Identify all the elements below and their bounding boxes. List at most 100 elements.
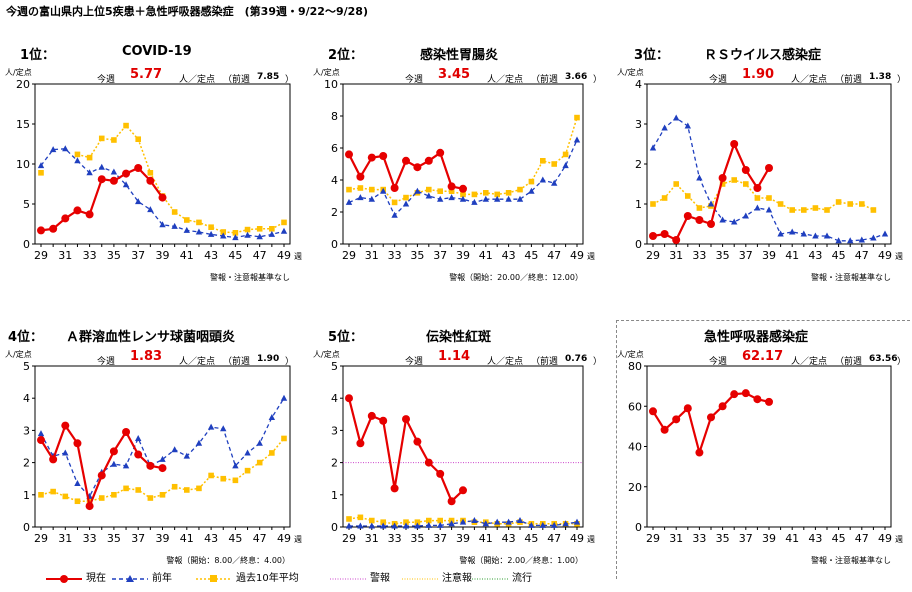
point-current — [356, 172, 365, 181]
x-tick-label: 35 — [410, 532, 424, 545]
x-tick-label: 29 — [646, 249, 660, 262]
point-current — [436, 469, 445, 478]
point-current — [73, 439, 82, 448]
dashed-border — [616, 320, 910, 579]
point-prev-year — [494, 195, 501, 202]
point-prev-year — [135, 434, 142, 441]
chart-panel-5: 5位： 伝染性紅斑 人/定点 今週 1.14 人／定点 （前週 0.76 ） 警報（開始：2.00… — [308, 322, 608, 567]
x-tick-label: 39 — [456, 249, 470, 262]
per-unit-label: 人／定点 — [791, 75, 828, 85]
point-avg10 — [673, 181, 679, 187]
paren-close: ） — [897, 75, 907, 85]
y-tick-label: 4 — [635, 78, 642, 91]
y-unit-label: 人/定点 — [313, 68, 340, 77]
point-avg10 — [147, 495, 154, 501]
point-avg10 — [38, 492, 44, 498]
point-prev-year — [171, 446, 178, 453]
point-current — [730, 140, 739, 148]
series-line-current — [652, 392, 770, 457]
point-prev-year — [742, 212, 749, 219]
chart-6: 0 20 40 60 80 29 31 33 35 37 39 41 43 45 47 49 週 — [628, 360, 903, 545]
point-prev-year — [195, 228, 203, 235]
point-prev-year — [183, 452, 190, 459]
x-tick-label: 31 — [365, 532, 379, 545]
point-prev-year — [482, 520, 489, 527]
point-current — [413, 437, 422, 446]
point-current — [390, 184, 399, 192]
y-tick-label: 3 — [635, 118, 642, 131]
per-unit-label: 人／定点 — [791, 357, 828, 367]
point-prev-year — [207, 230, 215, 237]
prev-week-label: （前週 — [835, 357, 863, 367]
point-prev-year — [471, 517, 478, 524]
this-week-label: 今週 — [97, 75, 116, 85]
point-avg10 — [551, 161, 557, 167]
point-avg10 — [123, 122, 129, 129]
legend-epidemic-label: 流行 — [512, 573, 532, 584]
x-tick-label: 45 — [228, 532, 242, 545]
point-current — [695, 216, 704, 224]
point-avg10 — [448, 188, 455, 194]
point-avg10 — [346, 516, 352, 522]
point-avg10 — [86, 154, 93, 161]
legend-warning-label: 警報 — [370, 573, 390, 584]
current-value: 5.77 — [130, 67, 163, 82]
x-tick-label: 43 — [502, 249, 516, 262]
point-current — [660, 425, 669, 434]
x-axis-week-suffix: 週 — [895, 252, 903, 261]
point-current — [741, 166, 750, 174]
point-avg10 — [414, 519, 421, 525]
y-tick-label: 3 — [23, 424, 30, 437]
point-prev-year — [858, 236, 865, 243]
disease-name: Ａ群溶血性レンサ球菌咽頭炎 — [66, 330, 236, 345]
x-tick-label: 31 — [58, 532, 72, 545]
y-unit-label: 人/定点 — [5, 68, 32, 77]
paren-close: ） — [285, 357, 295, 367]
point-avg10 — [528, 178, 535, 185]
point-avg10 — [562, 151, 569, 158]
point-current — [345, 150, 353, 159]
point-avg10 — [847, 201, 853, 207]
x-tick-label: 39 — [456, 532, 470, 545]
current-value: 1.90 — [742, 67, 775, 82]
point-current — [402, 156, 410, 165]
point-avg10 — [357, 514, 364, 521]
point-current — [649, 232, 657, 240]
x-axis-week-suffix: 週 — [895, 535, 903, 544]
point-current — [447, 182, 456, 191]
point-avg10 — [403, 194, 409, 201]
prev-week-value: 7.85 — [257, 72, 280, 82]
point-avg10 — [171, 209, 178, 215]
point-avg10 — [159, 492, 166, 498]
x-tick-label: 41 — [180, 249, 194, 262]
disease-name: 伝染性紅斑 — [426, 330, 492, 345]
point-prev-year — [220, 232, 227, 239]
point-current — [459, 486, 467, 495]
x-tick-label: 33 — [692, 532, 706, 545]
x-tick-label: 29 — [342, 532, 356, 545]
point-prev-year — [539, 176, 546, 183]
point-avg10 — [437, 517, 443, 524]
point-prev-year — [244, 449, 251, 456]
y-tick-label: 2 — [331, 457, 338, 470]
point-avg10 — [244, 226, 251, 233]
x-tick-label: 45 — [832, 249, 846, 262]
disease-name: COVID-19 — [122, 44, 192, 59]
point-avg10 — [184, 487, 190, 493]
point-prev-year — [870, 234, 877, 241]
point-current — [447, 497, 456, 506]
point-prev-year — [183, 226, 190, 233]
point-current — [741, 389, 750, 398]
x-tick-label: 43 — [502, 532, 516, 545]
point-prev-year — [368, 522, 375, 529]
point-current — [345, 394, 353, 403]
point-avg10 — [111, 492, 117, 498]
prev-week-value: 1.38 — [869, 72, 892, 82]
y-tick-label: 5 — [23, 198, 30, 211]
point-avg10 — [777, 201, 784, 207]
x-axis-week-suffix: 週 — [294, 252, 302, 261]
point-prev-year — [232, 462, 239, 469]
point-avg10 — [269, 450, 275, 456]
point-prev-year — [171, 222, 178, 229]
point-avg10 — [135, 136, 141, 142]
